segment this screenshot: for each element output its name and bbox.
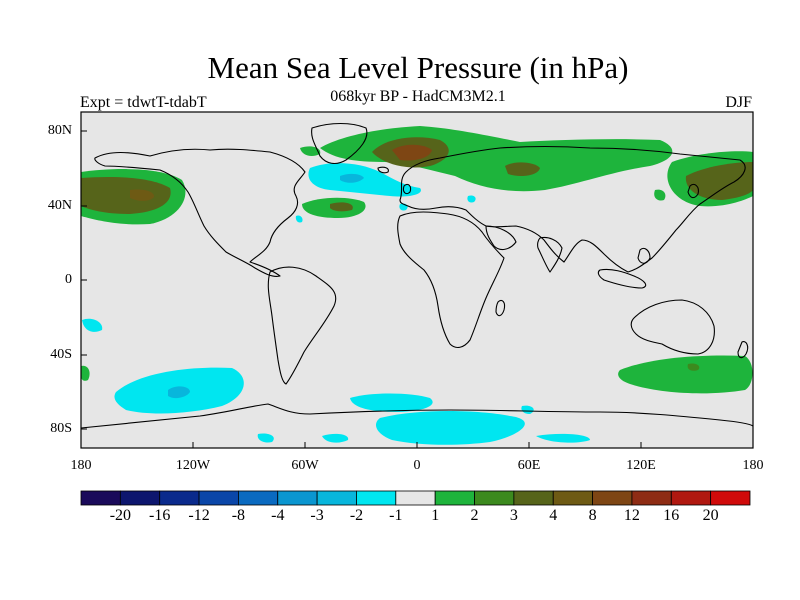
colorbar-label-11: 4 [549, 507, 558, 524]
anomaly-n-atlantic-small [295, 215, 303, 223]
anomaly-arctic-inner [392, 144, 432, 161]
coastline-north-america [94, 148, 306, 277]
lat-label-0: 0 [65, 272, 72, 287]
anomaly-siberia-core [505, 162, 540, 176]
colorbar-label-14: 16 [663, 507, 680, 524]
coastline-philippines [637, 247, 651, 264]
lon-label-120w: 120W [175, 458, 211, 473]
colorbar-swatch-13 [592, 490, 633, 506]
colorbar-label-6: -2 [349, 507, 364, 524]
colorbar-swatch-8 [395, 490, 436, 506]
colorbar-swatch-9 [434, 490, 475, 506]
axis-ticks [80, 130, 754, 448]
colorbar-label-8: 1 [431, 507, 440, 524]
lon-label-180w: 180 [70, 458, 92, 473]
colorbar-label-2: -12 [188, 507, 210, 524]
anomaly-n-atlantic-low-core [340, 173, 364, 183]
colorbar-swatch-3 [198, 490, 239, 506]
anomaly-antarctic-low-4 [257, 433, 274, 443]
colorbar-swatch-2 [159, 490, 200, 506]
colorbar [80, 490, 751, 506]
colorbar-label-4: -4 [271, 507, 285, 524]
anomaly-n-pacific-east-core [685, 162, 753, 200]
coastline-japan [687, 183, 699, 199]
colorbar-label-7: -1 [389, 507, 403, 524]
map-title: Mean Sea Level Pressure (in hPa) [207, 50, 629, 85]
coastlines [81, 122, 753, 429]
coastline-africa [397, 211, 505, 349]
colorbar-swatch-11 [513, 490, 554, 506]
colorbar-swatch-4 [238, 490, 279, 506]
colorbar-label-12: 8 [588, 507, 597, 524]
coastline-south-america [267, 266, 337, 385]
anomaly-s-indian-core [687, 363, 700, 371]
anomaly-antarctic-low-3 [536, 433, 590, 443]
colorbar-swatch-15 [670, 490, 712, 506]
coastline-australia [630, 299, 715, 355]
pressure-anomaly-fields [81, 126, 753, 445]
colorbar-label-13: 12 [623, 507, 640, 524]
lat-label-80n: 80N [47, 123, 72, 138]
anomaly-mediterranean [467, 195, 476, 203]
colorbar-swatch-1 [119, 490, 161, 506]
anomaly-se-pacific-patch [81, 365, 90, 381]
anomaly-greenland-patch [300, 146, 321, 156]
colorbar-label-10: 3 [509, 507, 518, 524]
lat-label-40s: 40S [50, 347, 72, 362]
lon-label-0: 0 [413, 458, 421, 473]
coastline-india [537, 236, 563, 273]
colorbar-swatch-5 [277, 490, 318, 506]
anomaly-china-patch [654, 189, 666, 201]
colorbar-swatch-14 [631, 490, 672, 506]
coastline-greenland [311, 122, 368, 165]
anomaly-s-pacific-core [168, 386, 190, 399]
colorbar-swatch-0 [80, 490, 121, 506]
map-subtitle: 068kyr BP - HadCM3M2.1 [330, 88, 506, 105]
colorbar-label-5: -3 [310, 507, 324, 524]
lon-label-120e: 120E [626, 458, 656, 473]
colorbar-swatch-6 [316, 490, 357, 506]
coastline-iceland [377, 166, 389, 174]
experiment-label: Expt = tdwtT-tdabT [80, 94, 207, 111]
coastline-madagascar [495, 299, 506, 317]
season-label: DJF [725, 94, 752, 111]
colorbar-label-9: 2 [470, 507, 479, 524]
lon-label-60e: 60E [517, 458, 541, 473]
colorbar-label-0: -20 [109, 507, 132, 524]
colorbar-label-3: -8 [231, 507, 246, 524]
colorbar-swatch-16 [710, 490, 751, 506]
coastline-uk [402, 183, 412, 195]
lon-label-180e: 180 [742, 458, 764, 473]
anomaly-n-pacific-west-core [81, 177, 171, 214]
anomaly-n-pacific-west-inner [130, 189, 155, 201]
colorbar-swatch-10 [474, 490, 515, 506]
anomaly-southern-patch-2 [521, 405, 534, 414]
anomaly-antarctic-low [376, 411, 525, 445]
colorbar-swatch-7 [356, 490, 397, 506]
colorbar-swatch-12 [552, 490, 593, 506]
anomaly-azores-core [330, 202, 353, 212]
anomaly-southern-atlantic [350, 393, 433, 412]
coastline-indonesia [597, 268, 647, 289]
anomaly-southern-patch [82, 318, 103, 332]
lat-label-80s: 80S [50, 421, 72, 436]
coastline-antarctica [81, 403, 753, 429]
lon-label-60w: 60W [291, 458, 319, 473]
colorbar-label-1: -16 [149, 507, 171, 524]
anomaly-antarctic-low-2 [322, 433, 349, 443]
lat-label-40n: 40N [47, 198, 72, 213]
colorbar-label-15: 20 [702, 507, 719, 524]
anomaly-n-atlantic-low [308, 163, 421, 197]
coastline-arabia [485, 225, 517, 251]
coastline-new-zealand [737, 341, 749, 359]
anomaly-s-indian-high [618, 355, 753, 394]
